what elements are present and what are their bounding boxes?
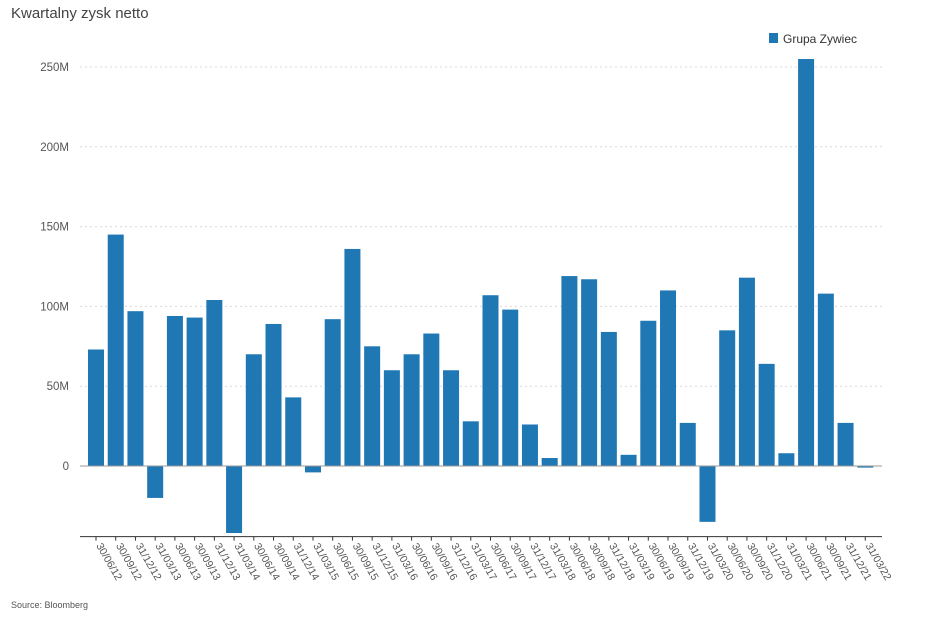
bar xyxy=(443,370,460,466)
axes xyxy=(80,465,882,538)
bar xyxy=(857,466,874,468)
bar xyxy=(699,466,716,522)
bar xyxy=(265,323,282,466)
bar xyxy=(640,320,657,466)
gridlines xyxy=(80,66,882,387)
bar xyxy=(778,453,795,466)
bar xyxy=(679,422,696,466)
bar xyxy=(127,311,144,466)
bar xyxy=(364,346,381,466)
bar xyxy=(285,397,302,466)
bar xyxy=(620,454,637,466)
legend-label: Grupa Zywiec xyxy=(783,32,857,46)
bar xyxy=(798,59,815,467)
y-tick-label: 200M xyxy=(40,142,69,154)
bar xyxy=(738,277,755,466)
y-tick-label: 250M xyxy=(40,62,69,74)
bar xyxy=(581,279,598,466)
bar xyxy=(344,248,361,466)
bar xyxy=(304,466,321,473)
y-tick-label: 100M xyxy=(40,301,69,313)
bar xyxy=(166,315,183,466)
x-axis-ticks: 30/06/1230/09/1231/12/1231/03/1330/06/13… xyxy=(93,536,894,583)
bar xyxy=(482,295,499,466)
y-tick-label: 50M xyxy=(47,381,69,393)
bar xyxy=(462,421,479,466)
bar xyxy=(541,458,558,466)
legend: Grupa Zywiec xyxy=(769,32,857,46)
y-axis-ticks: 0 50M 100M 150M 200M 250M xyxy=(40,62,69,473)
y-tick-label: 0 xyxy=(63,461,69,473)
bar xyxy=(226,466,243,534)
bars xyxy=(88,59,874,534)
bar xyxy=(107,234,124,466)
bar xyxy=(817,293,834,466)
bar xyxy=(837,422,854,466)
bar xyxy=(600,331,617,466)
bar xyxy=(521,424,538,466)
bar xyxy=(245,354,262,466)
legend-swatch xyxy=(769,33,778,43)
chart-title: Kwartalny zysk netto xyxy=(11,5,149,22)
bar xyxy=(324,319,341,466)
bar xyxy=(147,466,164,498)
y-tick-label: 150M xyxy=(40,222,69,234)
bar xyxy=(88,349,104,466)
source-note: Source: Bloomberg xyxy=(11,600,89,610)
bar xyxy=(561,276,578,466)
bar xyxy=(383,370,400,466)
bar xyxy=(660,290,677,466)
bar xyxy=(502,309,519,466)
bar xyxy=(206,300,223,466)
bar xyxy=(758,363,775,466)
bar xyxy=(403,354,420,466)
bar xyxy=(186,317,203,466)
bar xyxy=(423,333,440,466)
bar xyxy=(719,330,736,466)
